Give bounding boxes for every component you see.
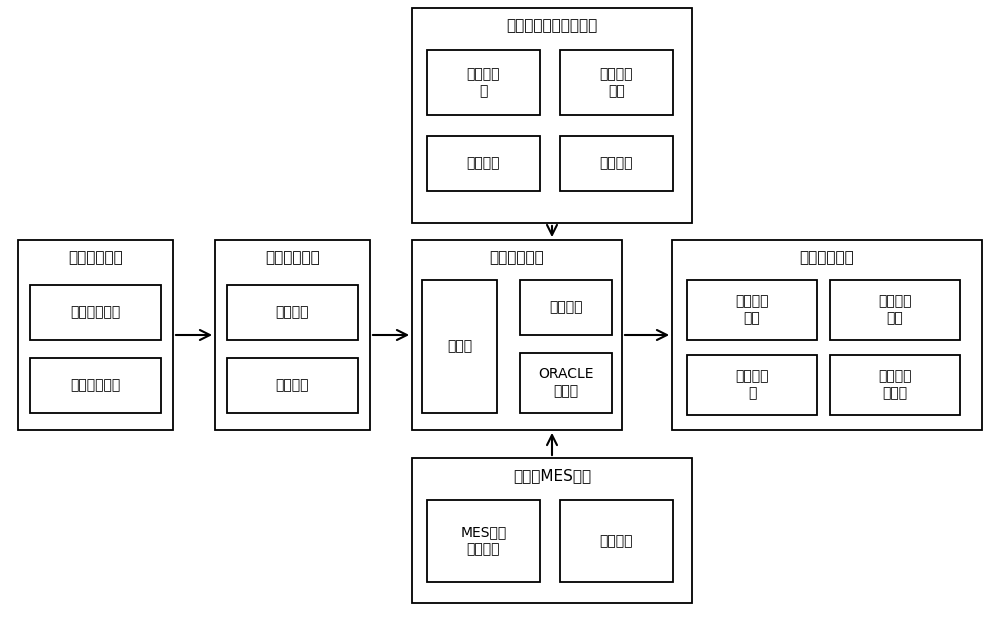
- Bar: [687, 355, 817, 415]
- Bar: [30, 285, 161, 340]
- Text: 需求计划采集: 需求计划采集: [70, 378, 121, 392]
- Text: MES生产
排程计划: MES生产 排程计划: [460, 525, 507, 557]
- Text: 项目进度
显示: 项目进度 显示: [735, 294, 769, 326]
- Text: 供应商MES模块: 供应商MES模块: [513, 468, 591, 483]
- Text: 数据分析: 数据分析: [549, 300, 583, 315]
- Bar: [412, 8, 692, 223]
- Text: 配置参数: 配置参数: [467, 156, 500, 171]
- Bar: [30, 358, 161, 413]
- Text: 项目计划采集: 项目计划采集: [70, 305, 121, 320]
- Bar: [227, 358, 358, 413]
- Bar: [672, 240, 982, 430]
- Bar: [560, 500, 673, 582]
- Bar: [427, 136, 540, 191]
- Bar: [412, 458, 692, 603]
- Text: 数据接口: 数据接口: [276, 305, 309, 320]
- Text: 数据展示模块: 数据展示模块: [800, 250, 854, 266]
- Text: 物资配送: 物资配送: [600, 534, 633, 548]
- Bar: [427, 50, 540, 115]
- Bar: [520, 353, 612, 413]
- Text: 物资周转
率: 物资周转 率: [735, 370, 769, 400]
- Bar: [687, 280, 817, 340]
- Text: 服务器: 服务器: [447, 339, 472, 353]
- Text: 项目物资计划模型管理: 项目物资计划模型管理: [506, 19, 598, 33]
- Bar: [227, 285, 358, 340]
- Text: 数据处理模块: 数据处理模块: [490, 250, 544, 266]
- Bar: [422, 280, 497, 413]
- Text: ORACLE
数据库: ORACLE 数据库: [538, 367, 594, 399]
- Text: 项目里程
碑: 项目里程 碑: [467, 67, 500, 98]
- Bar: [215, 240, 370, 430]
- Text: 需求采购
计划: 需求采购 计划: [878, 294, 912, 326]
- Bar: [520, 280, 612, 335]
- Bar: [830, 280, 960, 340]
- Bar: [830, 355, 960, 415]
- Text: 数据储存: 数据储存: [276, 378, 309, 392]
- Bar: [560, 50, 673, 115]
- Text: 供应商生
产排程: 供应商生 产排程: [878, 370, 912, 400]
- Bar: [18, 240, 173, 430]
- Bar: [412, 240, 622, 430]
- Text: 物资类别: 物资类别: [600, 156, 633, 171]
- Bar: [560, 136, 673, 191]
- Text: 计划采集模块: 计划采集模块: [68, 250, 123, 266]
- Text: 需求计划
类型: 需求计划 类型: [600, 67, 633, 98]
- Text: 数据传输模块: 数据传输模块: [265, 250, 320, 266]
- Bar: [427, 500, 540, 582]
